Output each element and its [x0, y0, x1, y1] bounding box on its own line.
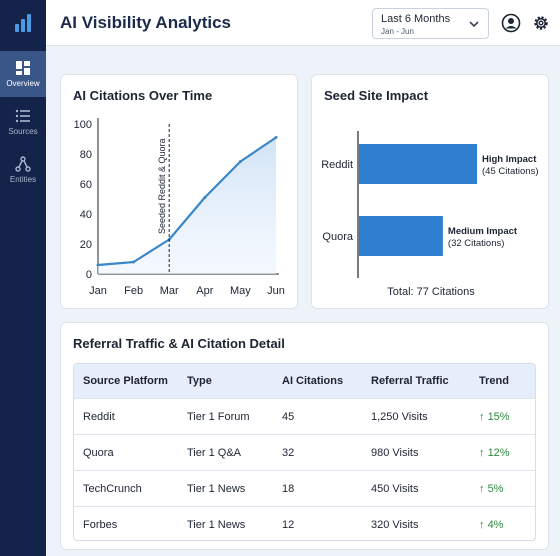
page-title: AI Visibility Analytics	[60, 13, 232, 32]
y-tick-label: 60	[80, 179, 92, 191]
x-tick-label: Apr	[196, 285, 213, 297]
bar	[359, 216, 443, 256]
trend-value: 4%	[487, 519, 504, 531]
trend-up-icon: ↑	[479, 447, 488, 459]
total-label: Total: 77 Citations	[387, 286, 475, 298]
date-range-sub: Jan - Jun	[381, 27, 414, 36]
sidebar: Overview Sources Entities	[0, 0, 46, 556]
bar	[359, 144, 477, 184]
citations-over-time-card: AI Citations Over Time 0 20 40 60 80 100 Jan Fe…	[60, 74, 298, 309]
cell-platform: Forbes	[83, 519, 118, 531]
bar-detail-label: (32 Citations)	[448, 238, 505, 249]
x-tick-label: Jan	[89, 285, 107, 297]
cell-citations: 18	[282, 483, 295, 495]
cell-platform: Quora	[83, 447, 114, 459]
column-header-citations[interactable]: AI Citations	[282, 375, 344, 387]
cell-platform: TechCrunch	[83, 483, 142, 495]
cell-traffic: 980 Visits	[371, 447, 419, 459]
bar-detail-label: (45 Citations)	[482, 166, 539, 177]
trend-value: 12%	[487, 447, 510, 459]
x-tick-label: Jun	[267, 285, 285, 297]
series-line	[97, 136, 277, 267]
sidebar-item-sources[interactable]: Sources	[0, 99, 46, 145]
seed-impact-bar-chart: Reddit High Impact(45 Citations) Quora Medi…	[321, 131, 539, 298]
cell-platform: Reddit	[83, 411, 115, 423]
bar-chart-logo-icon	[15, 14, 31, 32]
cell-type: Tier 1 Forum	[187, 411, 250, 423]
top-header: AI Visibility Analytics Last 6 Months Ja…	[46, 0, 560, 46]
cell-traffic: 1,250 Visits	[371, 411, 428, 423]
series-area	[98, 137, 276, 274]
citations-line-chart: 0 20 40 60 80 100 Jan Feb Mar Apr May Jun Seeded Red…	[74, 118, 285, 297]
y-tick-label: 20	[80, 239, 92, 251]
y-tick-label: 80	[80, 149, 92, 161]
sidebar-item-label: Overview	[6, 79, 40, 88]
cell-traffic: 320 Visits	[371, 519, 419, 531]
cell-type: Tier 1 News	[187, 519, 246, 531]
column-header-trend[interactable]: Trend	[479, 375, 509, 387]
trend-value: 15%	[487, 411, 510, 423]
data-point	[132, 260, 136, 264]
x-tick-label: May	[230, 285, 251, 297]
column-header-traffic[interactable]: Referral Traffic	[371, 375, 449, 387]
column-header-source[interactable]: Source Platform	[83, 375, 168, 387]
cell-type: Tier 1 Q&A	[187, 447, 241, 459]
y-tick-label: 100	[74, 119, 92, 131]
table-row[interactable]: Quora Tier 1 Q&A 32 980 Visits ↑ 12%	[74, 434, 535, 470]
cell-type: Tier 1 News	[187, 483, 246, 495]
data-point	[274, 136, 278, 139]
card-title: Referral Traffic & AI Citation Detail	[73, 336, 285, 351]
date-range-label: Last 6 Months	[381, 13, 451, 25]
category-label: Reddit	[321, 159, 353, 171]
referral-table: Source Platform Type AI Citations Referr…	[73, 363, 536, 541]
sidebar-item-label: Sources	[8, 127, 38, 136]
chevron-down-icon	[469, 21, 479, 28]
sidebar-item-entities[interactable]: Entities	[0, 147, 46, 193]
table-row[interactable]: TechCrunch Tier 1 News 18 450 Visits ↑ 5…	[74, 470, 535, 506]
cell-citations: 12	[282, 519, 295, 531]
card-title: Seed Site Impact	[324, 88, 429, 103]
gear-icon[interactable]	[531, 13, 551, 33]
cell-trend: ↑ 12%	[479, 447, 510, 459]
bar-impact-label: High Impact	[482, 154, 537, 165]
cell-trend: ↑ 15%	[479, 411, 510, 423]
seed-site-impact-card: Seed Site Impact Reddit High Impact (45 Ci…	[311, 74, 549, 309]
table-header: Source Platform Type AI Citations Referr…	[74, 364, 535, 398]
cell-citations: 32	[282, 447, 295, 459]
cell-trend: ↑ 5%	[479, 483, 503, 495]
annotation-label: Seeded Reddit & Quora	[157, 138, 167, 234]
y-tick-label: 40	[80, 209, 92, 221]
bar-impact-label: Medium Impact	[448, 226, 518, 237]
sidebar-item-overview[interactable]: Overview	[0, 51, 46, 97]
card-title: AI Citations Over Time	[73, 88, 213, 103]
trend-up-icon: ↑	[479, 519, 488, 531]
app-logo[interactable]	[0, 0, 46, 46]
table-row[interactable]: Forbes Tier 1 News 12 320 Visits ↑ 4%	[74, 506, 535, 540]
x-tick-label: Feb	[124, 285, 143, 297]
x-tick-label: Mar	[160, 285, 179, 297]
network-icon	[15, 156, 31, 172]
user-icon[interactable]	[501, 13, 521, 33]
cell-traffic: 450 Visits	[371, 483, 419, 495]
dashboard-icon	[16, 61, 30, 75]
cell-trend: ↑ 4%	[479, 519, 503, 531]
trend-value: 5%	[487, 483, 504, 495]
cell-citations: 45	[282, 411, 295, 423]
list-icon	[15, 109, 30, 123]
table-row[interactable]: Reddit Tier 1 Forum 45 1,250 Visits ↑ 15…	[74, 398, 535, 434]
data-point	[238, 160, 242, 163]
trend-up-icon: ↑	[479, 483, 488, 495]
data-point	[203, 196, 207, 199]
column-header-type[interactable]: Type	[187, 375, 212, 387]
date-range-select[interactable]: Last 6 Months Jan - Jun	[372, 8, 489, 39]
data-point	[96, 263, 100, 267]
sidebar-item-label: Entities	[9, 175, 37, 184]
y-tick-label: 0	[86, 269, 92, 281]
trend-up-icon: ↑	[479, 411, 488, 423]
referral-traffic-card: Referral Traffic & AI Citation Detail So…	[60, 322, 549, 550]
category-label: Quora	[322, 231, 353, 243]
